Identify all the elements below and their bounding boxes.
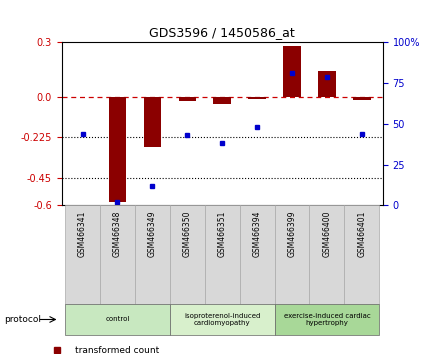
Bar xyxy=(240,205,275,304)
Bar xyxy=(100,205,135,304)
Text: exercise-induced cardiac
hypertrophy: exercise-induced cardiac hypertrophy xyxy=(283,313,370,326)
Text: GSM466351: GSM466351 xyxy=(218,210,227,257)
Bar xyxy=(213,97,231,104)
Bar xyxy=(275,205,309,304)
Text: GSM466400: GSM466400 xyxy=(323,210,331,257)
Text: transformed count: transformed count xyxy=(75,346,159,354)
Bar xyxy=(275,304,379,335)
Bar xyxy=(109,97,126,202)
Text: GSM466394: GSM466394 xyxy=(253,210,262,257)
Bar xyxy=(309,205,345,304)
Bar xyxy=(170,304,275,335)
Bar xyxy=(318,72,336,97)
Text: protocol: protocol xyxy=(4,315,41,324)
Text: GSM466399: GSM466399 xyxy=(287,210,297,257)
Bar xyxy=(135,205,170,304)
Text: GSM466401: GSM466401 xyxy=(357,210,367,257)
Bar xyxy=(179,97,196,101)
Bar xyxy=(65,205,100,304)
Text: isoproterenol-induced
cardiomyopathy: isoproterenol-induced cardiomyopathy xyxy=(184,313,260,326)
Bar xyxy=(353,97,370,101)
Bar xyxy=(249,97,266,98)
Text: GSM466348: GSM466348 xyxy=(113,210,122,257)
Bar xyxy=(345,205,379,304)
Bar xyxy=(170,205,205,304)
Bar xyxy=(283,46,301,97)
Text: GSM466341: GSM466341 xyxy=(78,210,87,257)
Text: GSM466350: GSM466350 xyxy=(183,210,192,257)
Bar xyxy=(143,97,161,147)
Bar xyxy=(205,205,240,304)
Text: GSM466349: GSM466349 xyxy=(148,210,157,257)
Text: control: control xyxy=(105,316,130,322)
Title: GDS3596 / 1450586_at: GDS3596 / 1450586_at xyxy=(149,25,295,39)
Bar xyxy=(65,304,170,335)
